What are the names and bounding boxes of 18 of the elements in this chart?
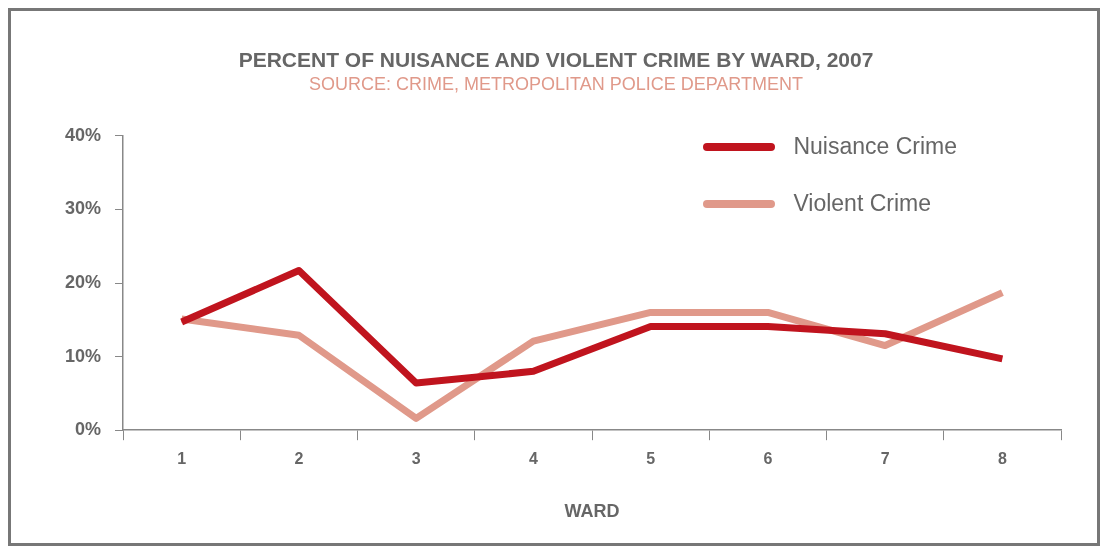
x-tick-label: 6	[763, 450, 773, 468]
y-tick-label: 0%	[75, 419, 102, 440]
x-tick-label: 5	[646, 450, 656, 468]
y-tick-label: 40%	[65, 124, 102, 145]
chart-subtitle: SOURCE: CRIME, METROPOLITAN POLICE DEPARTMENT	[308, 73, 804, 94]
x-tick-label: 2	[294, 450, 304, 468]
y-tick-label: 30%	[65, 198, 102, 219]
chart-title: PERCENT OF NUISANCE AND VIOLENT CRIME BY WARD, 2007	[238, 48, 874, 72]
x-tick-label: 7	[880, 450, 890, 468]
x-tick-label: 1	[177, 450, 187, 468]
x-tick-label: 4	[528, 450, 538, 468]
y-tick-label: 10%	[65, 345, 102, 366]
legend-label: Nuisance Crime	[793, 133, 957, 160]
x-tick-label: 3	[411, 450, 421, 468]
x-tick-label: 8	[997, 450, 1007, 468]
legend-label: Violent Crime	[793, 190, 932, 217]
x-axis-title: WARD	[564, 501, 620, 522]
y-tick-label: 20%	[65, 271, 102, 292]
